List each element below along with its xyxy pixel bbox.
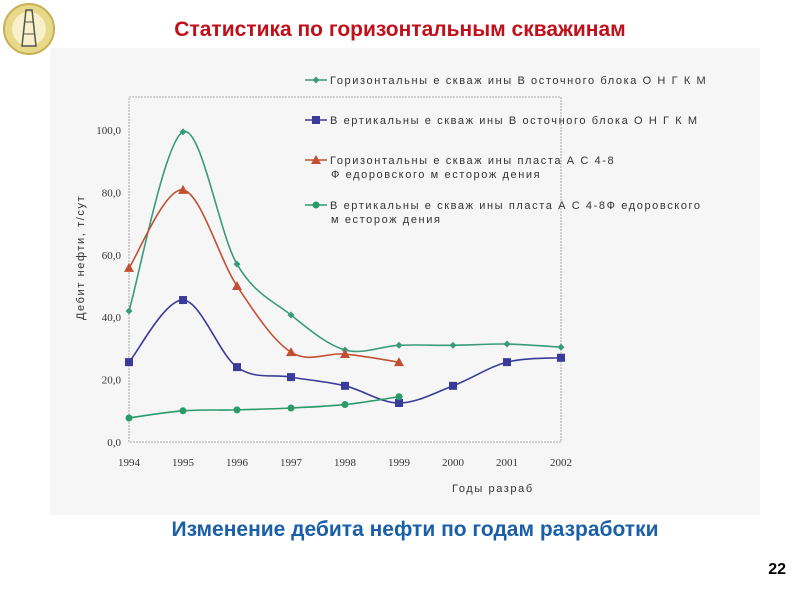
y-tick-label: 0,0 [107, 437, 121, 449]
data-point [233, 406, 241, 414]
y-axis-label: Дебит нефти, т/сут [75, 195, 87, 320]
data-point [125, 307, 133, 315]
legend-item: В ертикальны е скваж ины В осточного бло… [305, 115, 699, 127]
y-tick-label: 20,0 [102, 375, 122, 387]
plot-frame [128, 96, 562, 443]
x-tick-label: 1998 [334, 457, 357, 469]
data-point [449, 341, 457, 349]
data-point [125, 414, 133, 422]
legend-item: В ертикальны е скваж ины пласта А С 4-8Ф… [305, 200, 702, 226]
department-logo [2, 2, 56, 56]
series-1 [125, 296, 565, 407]
legend-item: Горизонтальны е скваж ины В осточного бл… [305, 75, 707, 87]
y-tick-label: 100,0 [96, 125, 121, 137]
data-point [178, 184, 188, 194]
data-point [287, 311, 295, 319]
data-point [124, 262, 134, 272]
x-axis-label: Годы разраб [452, 483, 534, 495]
data-point [341, 381, 349, 390]
x-tick-label: 2001 [496, 457, 518, 469]
data-point [340, 349, 350, 359]
series-line [128, 395, 400, 419]
data-point [287, 404, 295, 412]
data-point [557, 353, 565, 362]
chart-background [50, 48, 760, 515]
data-point [557, 343, 565, 351]
data-point [395, 393, 403, 401]
data-point [232, 281, 242, 290]
data-point [449, 381, 457, 390]
legend-marker-icon [312, 76, 320, 84]
data-point [179, 407, 187, 415]
series-3 [125, 393, 403, 422]
x-tick-label: 2000 [442, 457, 465, 469]
x-tick-label: 1995 [172, 457, 195, 469]
data-point [179, 296, 187, 305]
legend-marker-icon [312, 201, 320, 209]
series-0 [125, 128, 565, 354]
data-point [287, 373, 295, 382]
data-point [503, 358, 511, 367]
x-tick-label: 2002 [550, 457, 572, 469]
y-tick-label: 60,0 [102, 250, 122, 262]
legend-label: Горизонтальны е скваж ины пласта А С 4-8 [330, 155, 615, 167]
data-point [394, 357, 404, 367]
y-tick-label: 80,0 [102, 187, 122, 199]
legend-label: Горизонтальны е скваж ины В осточного бл… [330, 75, 707, 87]
legend-marker-icon [312, 116, 320, 124]
data-point [233, 260, 241, 268]
legend-label: В ертикальны е скваж ины пласта А С 4-8Ф… [330, 200, 702, 212]
legend-label: В ертикальны е скваж ины В осточного бло… [330, 115, 699, 127]
x-tick-label: 1997 [280, 457, 303, 469]
data-point [179, 128, 187, 136]
x-tick-label: 1996 [226, 457, 249, 469]
page-number: 22 [768, 561, 786, 578]
slide-subtitle: Изменение дебита нефти по годам разработ… [171, 518, 659, 541]
legend-label: Ф едоровского м есторож дения [331, 169, 541, 181]
data-point [341, 401, 349, 409]
slide-title: Статистика по горизонтальным скважинам [174, 18, 626, 41]
data-point [503, 340, 511, 348]
legend-marker-icon [311, 155, 321, 164]
data-point [395, 341, 403, 349]
legend-label: м есторож дения [331, 214, 442, 226]
data-point [233, 363, 241, 372]
data-point [125, 358, 133, 367]
data-point [395, 399, 403, 407]
y-tick-label: 40,0 [102, 312, 122, 324]
series-line [128, 299, 562, 404]
x-tick-label: 1994 [118, 457, 141, 469]
x-tick-label: 1999 [388, 457, 411, 469]
data-point [286, 347, 296, 357]
legend-item: Горизонтальны е скваж ины пласта А С 4-8… [305, 155, 615, 181]
series-2 [124, 184, 404, 367]
